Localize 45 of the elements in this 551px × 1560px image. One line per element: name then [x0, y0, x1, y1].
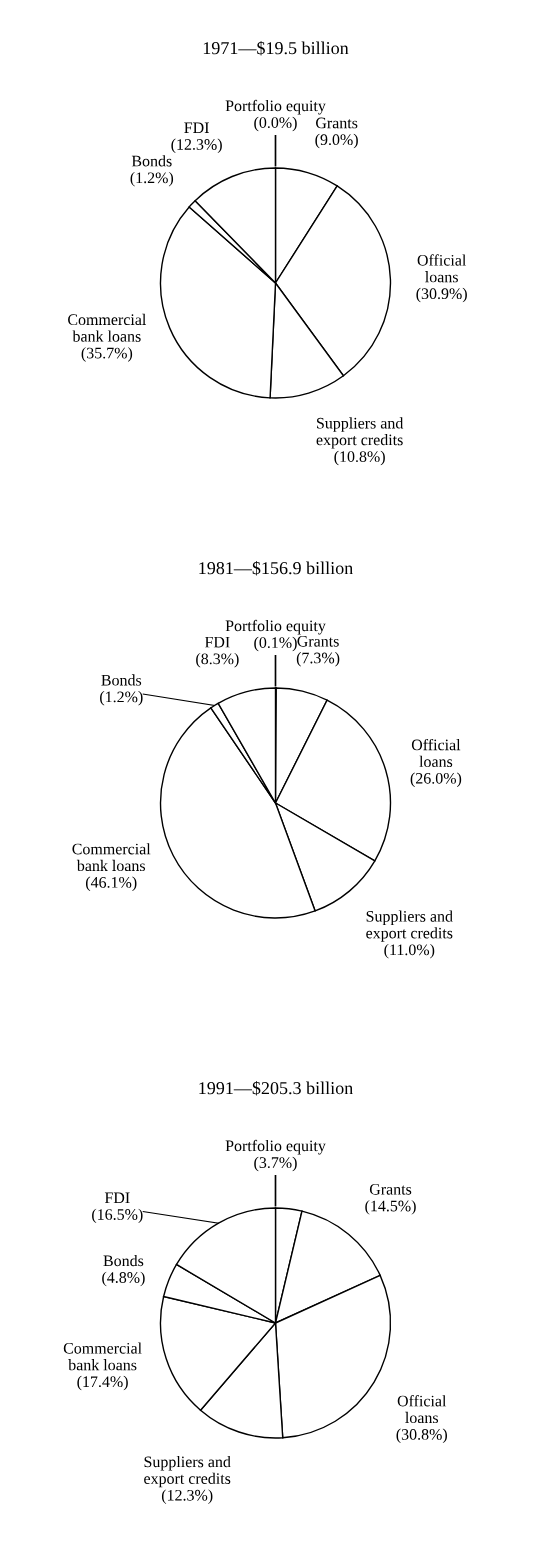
slice-label: Grants — [369, 1183, 412, 1195]
data-label: (12.3%) — [171, 138, 222, 154]
slice-label: Grants — [297, 635, 339, 647]
slice-label: Official loans — [417, 254, 467, 283]
slice-label: Official loans — [411, 738, 461, 768]
data-label: (4.8%) — [102, 1271, 145, 1287]
data-label: (14.5%) — [365, 1200, 416, 1215]
slice-label: FDI — [184, 122, 209, 133]
slice-label: Portfolio equity — [225, 619, 326, 635]
data-label: (1.2%) — [100, 691, 143, 706]
chart-title: 1991—$205.3 billion — [199, 1080, 353, 1096]
text: (0.0%) — [254, 116, 297, 132]
slice-label: Bonds — [101, 674, 142, 686]
slice-label: Suppliers and export credits — [366, 910, 453, 942]
slice-label: Commercial bank loans — [63, 1342, 142, 1371]
data-label: (8.3%) — [196, 652, 239, 668]
data-label: (17.4%) — [77, 1375, 128, 1391]
slice-label: FDI — [204, 636, 230, 648]
data-label: (35.7%) — [81, 347, 133, 362]
slice-label: Official loans — [397, 1395, 447, 1424]
slice-label: Suppliers and export credits — [316, 417, 404, 449]
data-label: (0.1%) — [254, 636, 297, 652]
data-label: (16.5%) — [92, 1208, 143, 1224]
data-label: (11.0%) — [384, 943, 435, 959]
chart-title: 1971—$19.5 billion — [203, 40, 349, 56]
data-label: (12.3%) — [161, 1489, 213, 1504]
slice-label: Suppliers and export credits — [144, 1456, 231, 1488]
data-label: (3.7%) — [254, 1156, 297, 1172]
category-label: Portfolio equity — [225, 99, 326, 115]
slice-label: Commercial bank loans — [68, 313, 147, 342]
data-label: (9.0%) — [315, 133, 358, 149]
data-label: (26.0%) — [410, 772, 462, 787]
data-label: (7.3%) — [296, 652, 340, 667]
slice-label: Portfolio equity — [225, 1139, 326, 1155]
chart-title: 1981—$156.9 billion — [199, 560, 353, 576]
data-label: (10.8%) — [334, 450, 385, 466]
data-label: (30.9%) — [416, 287, 467, 303]
data-label: (1.2%) — [130, 171, 174, 187]
slice-label: FDI — [104, 1192, 130, 1204]
slice-label: Bonds — [103, 1254, 144, 1267]
data-label: (46.1%) — [85, 876, 137, 892]
slice-label: Commercial bank loans — [72, 843, 151, 872]
data-label: (30.8%) — [396, 1428, 447, 1444]
slice-label: Grants — [316, 117, 358, 129]
slice-label: Bonds — [131, 155, 172, 167]
